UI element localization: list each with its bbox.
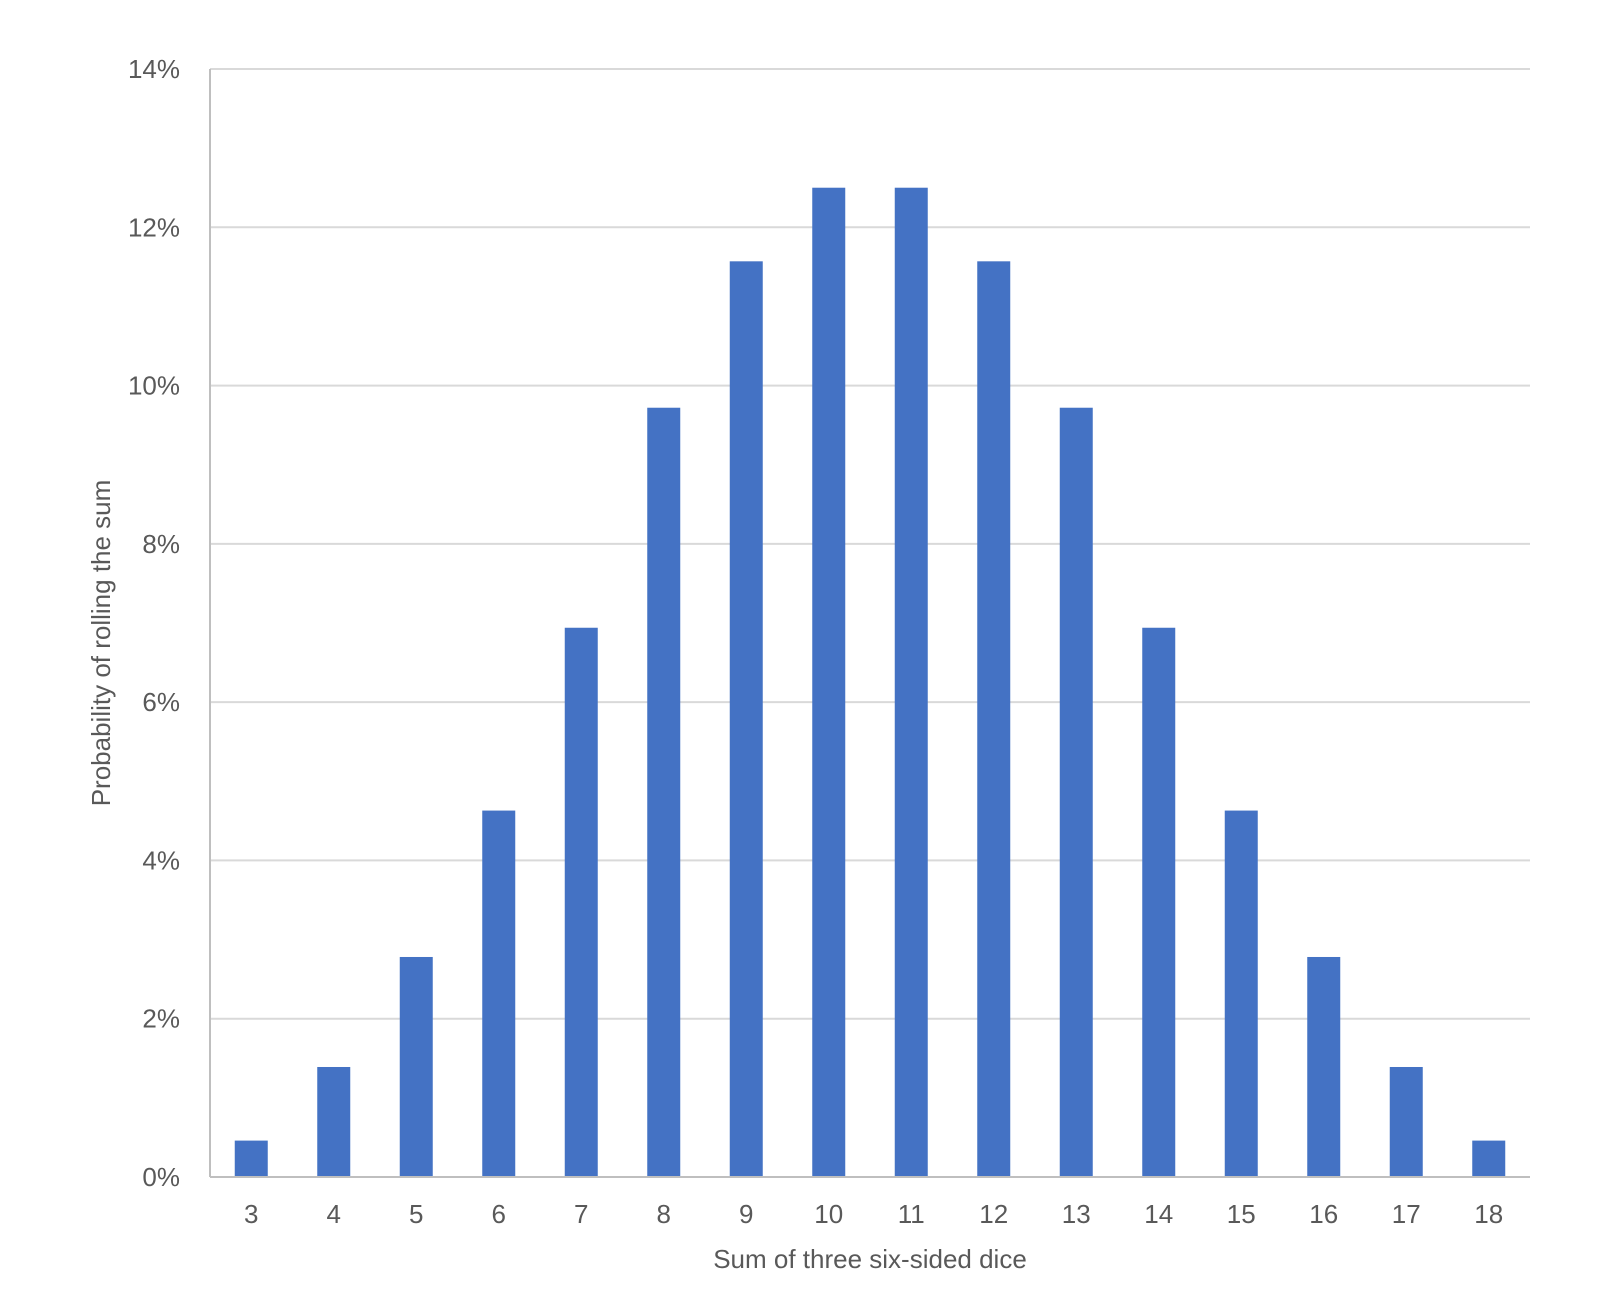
x-tick-label: 18 <box>1474 1199 1503 1229</box>
bar <box>1142 627 1176 1177</box>
y-tick-label: 6% <box>142 687 180 717</box>
x-tick-label: 11 <box>898 1199 925 1229</box>
x-tick-labels: 3 4 5 6 7 8 9 10 11 12 13 14 15 16 17 18 <box>244 1199 1503 1229</box>
bar <box>482 810 516 1177</box>
x-axis-title: Sum of three six-sided dice <box>713 1244 1027 1274</box>
bar <box>234 1140 268 1177</box>
x-tick-label: 6 <box>492 1199 506 1229</box>
y-tick-label: 12% <box>128 212 180 242</box>
x-tick-label: 14 <box>1144 1199 1173 1229</box>
bar <box>647 407 681 1177</box>
bar <box>812 187 846 1177</box>
x-tick-label: 16 <box>1309 1199 1338 1229</box>
bar <box>317 1066 351 1177</box>
y-tick-label: 10% <box>128 371 180 401</box>
y-tick-label: 2% <box>142 1004 180 1034</box>
gridlines <box>210 68 1530 1020</box>
x-tick-label: 5 <box>409 1199 423 1229</box>
bar <box>399 956 433 1177</box>
y-tick-label: 14% <box>128 54 180 84</box>
y-axis-title: Probability of rolling the sum <box>86 480 116 807</box>
x-tick-label: 12 <box>979 1199 1008 1229</box>
bar <box>1224 810 1258 1177</box>
bar <box>1307 956 1341 1177</box>
x-tick-label: 9 <box>739 1199 753 1229</box>
y-tick-label: 4% <box>142 845 180 875</box>
bar <box>564 627 598 1177</box>
y-tick-label: 8% <box>142 529 180 559</box>
bar <box>1059 407 1093 1177</box>
x-tick-label: 10 <box>814 1199 843 1229</box>
x-tick-label: 3 <box>244 1199 258 1229</box>
axes <box>209 69 1530 1178</box>
x-tick-label: 8 <box>657 1199 671 1229</box>
x-tick-label: 13 <box>1062 1199 1091 1229</box>
y-tick-labels: 0% 2% 4% 6% 8% 10% 12% 14% <box>128 54 180 1192</box>
x-tick-label: 7 <box>574 1199 588 1229</box>
x-tick-label: 4 <box>327 1199 341 1229</box>
bar <box>1389 1066 1423 1177</box>
x-tick-label: 15 <box>1227 1199 1256 1229</box>
bar <box>729 261 763 1177</box>
bar <box>977 261 1011 1177</box>
y-tick-label: 0% <box>142 1162 180 1192</box>
bar <box>894 187 928 1177</box>
bar <box>1472 1140 1506 1177</box>
bars <box>234 187 1506 1177</box>
x-tick-label: 17 <box>1392 1199 1421 1229</box>
